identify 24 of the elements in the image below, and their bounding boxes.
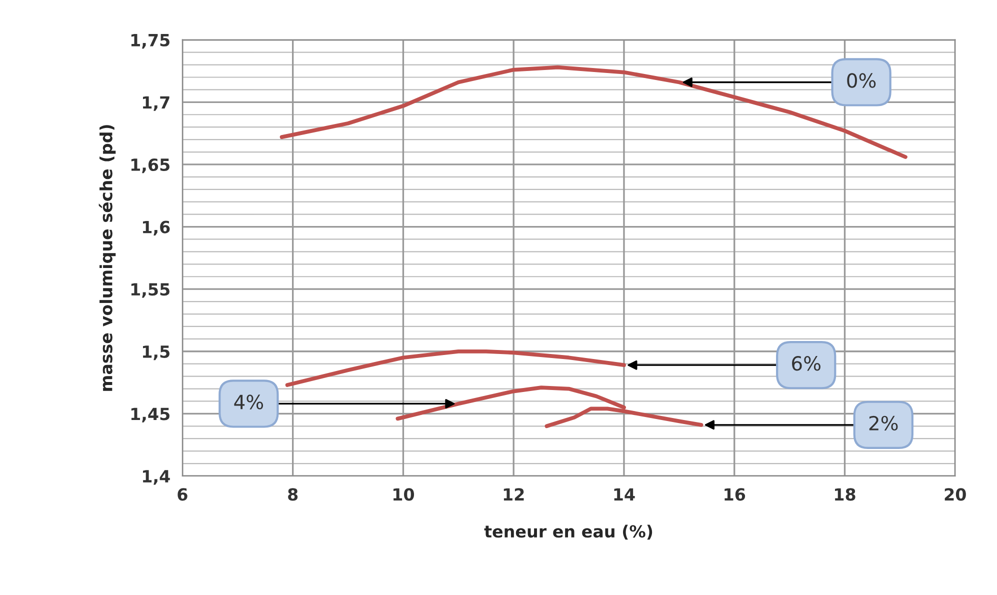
- line-series: [280, 65, 908, 159]
- y-tick-label: 1,75: [131, 34, 170, 49]
- line-series: [285, 349, 626, 387]
- y-tick-label: 1,7: [143, 96, 170, 111]
- x-axis-title: teneur en eau (%): [484, 524, 652, 540]
- x-tick-label: 16: [724, 488, 746, 501]
- y-tick-label: 1,45: [131, 408, 170, 422]
- y-tick-label: 1,65: [131, 158, 170, 174]
- text: 4%: [234, 394, 264, 410]
- x-tick-label: 10: [394, 488, 414, 501]
- x-tick-label: 14: [614, 488, 635, 500]
- text: 6%: [792, 356, 820, 371]
- x-tick-label: 20: [944, 488, 966, 501]
- y-tick-label: 1,55: [131, 283, 170, 298]
- x-tick-label: 8: [288, 488, 298, 501]
- x-tick-label: 18: [835, 488, 856, 501]
- text: 0%: [847, 73, 876, 88]
- text: 2%: [869, 416, 898, 431]
- x-tick-label: 12: [504, 488, 524, 500]
- x-tick-label: 6: [178, 488, 188, 501]
- y-tick-label: 1,6: [143, 220, 170, 236]
- y-tick-label: 1,5: [143, 346, 170, 360]
- y-axis-title: masse volumique séche (pd): [98, 125, 116, 391]
- y-tick-label: 1,4: [143, 470, 170, 485]
